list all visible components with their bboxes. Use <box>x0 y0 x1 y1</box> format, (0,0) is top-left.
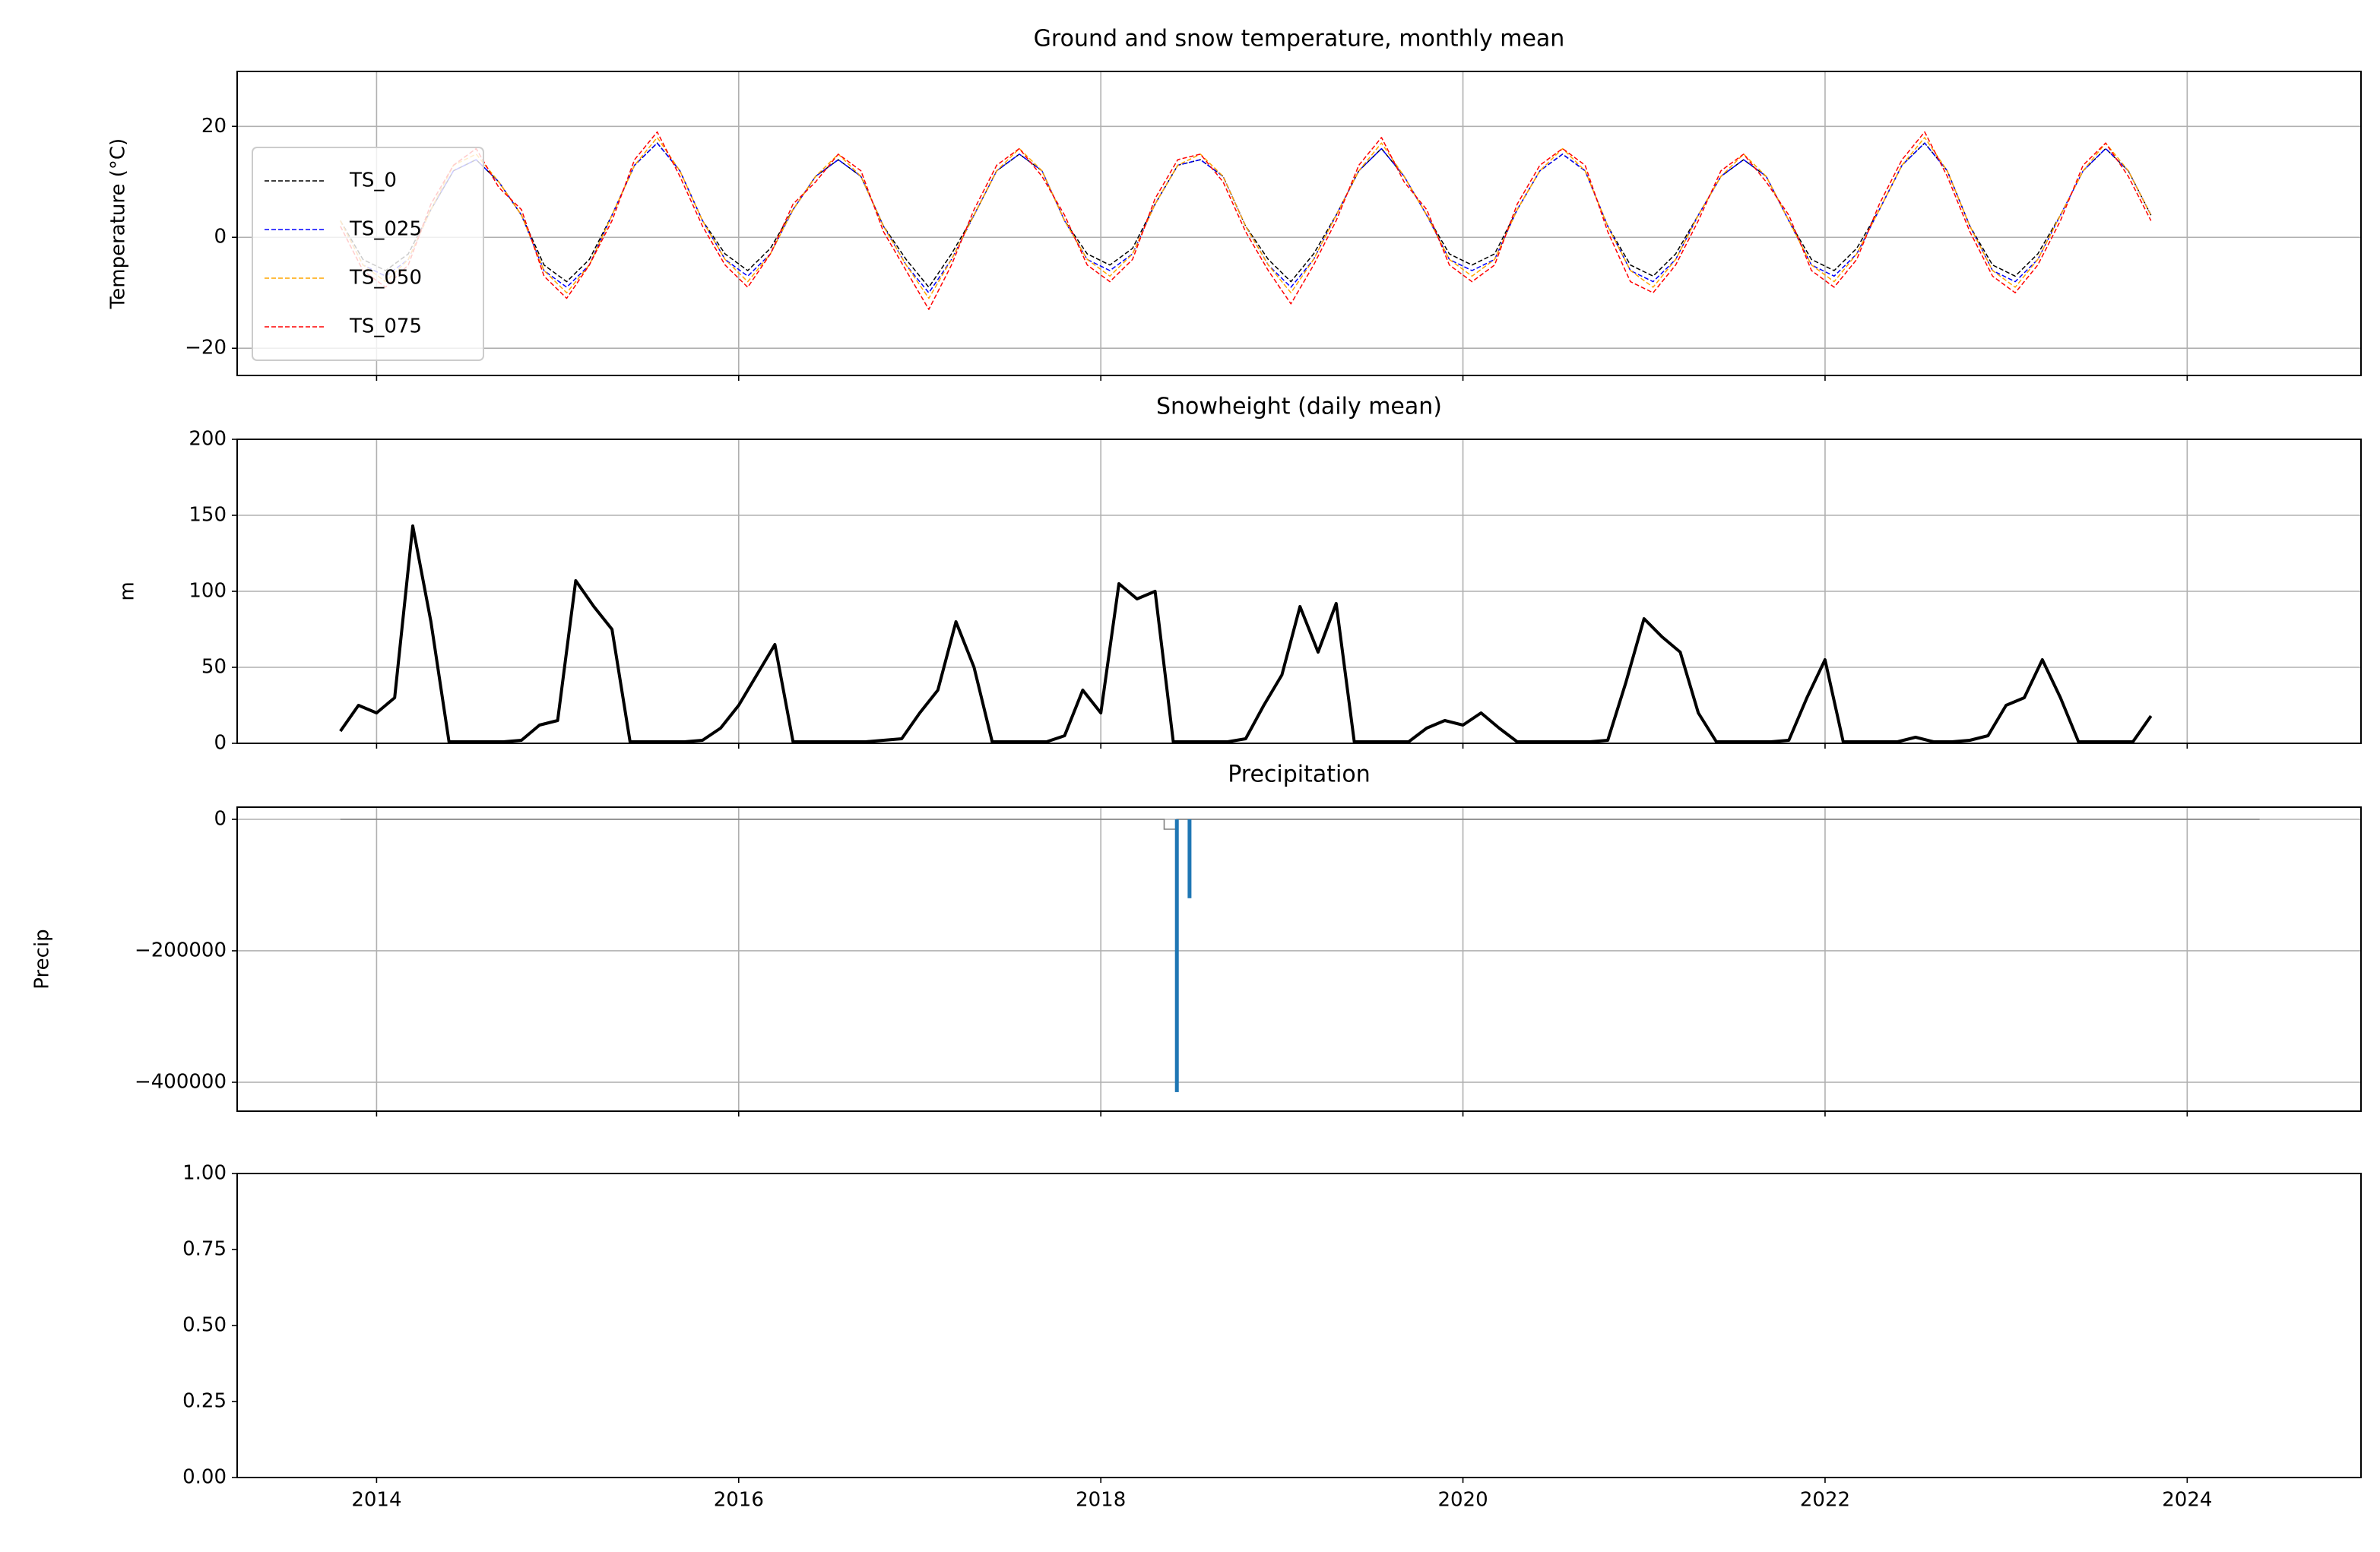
data-line <box>340 137 2152 299</box>
chart-title: Ground and snow temperature, monthly mea… <box>1034 26 1565 52</box>
y-tick-label: 0.75 <box>182 1238 227 1261</box>
x-tick-label: 2022 <box>1800 1489 1850 1512</box>
y-tick-label: 0.50 <box>182 1314 227 1337</box>
bar <box>1187 819 1192 898</box>
y-axis-label: m <box>116 581 139 600</box>
legend: TS_0 TS_025 TS_050 TS_075 <box>252 147 484 361</box>
legend-label: TS_050 <box>349 267 422 290</box>
axes-frame <box>236 806 2362 1112</box>
y-tick-label: −400000 <box>135 1070 227 1093</box>
y-tick-label: 0.00 <box>182 1466 227 1489</box>
baseline-line <box>340 819 2260 830</box>
y-tick-label: 50 <box>201 656 227 679</box>
legend-label: TS_025 <box>349 218 422 241</box>
bar <box>1174 819 1179 1092</box>
y-axis-label: Precip <box>31 929 54 989</box>
data-line <box>340 142 2152 293</box>
y-tick-label: −20 <box>185 337 227 359</box>
data-line <box>340 142 2152 288</box>
y-axis-label: Temperature (°C) <box>107 138 130 309</box>
axes-frame <box>236 439 2362 744</box>
y-tick-label: 0 <box>214 808 227 831</box>
y-tick-label: 1.00 <box>182 1162 227 1185</box>
legend-box <box>252 147 484 361</box>
y-tick-label: 0 <box>214 732 227 755</box>
x-tick-label: 2020 <box>1437 1489 1488 1512</box>
legend-label: TS_0 <box>349 169 397 192</box>
y-tick-label: 20 <box>201 115 227 138</box>
chart-title: Precipitation <box>1228 762 1371 788</box>
x-tick-label: 2024 <box>2162 1489 2212 1512</box>
y-tick-label: 150 <box>189 504 227 527</box>
axes-frame <box>236 1173 2362 1478</box>
y-tick-label: −200000 <box>135 939 227 961</box>
x-tick-label: 2016 <box>714 1489 764 1512</box>
data-line <box>339 524 2153 743</box>
chart-title: Snowheight (daily mean) <box>1156 394 1442 420</box>
y-tick-label: 100 <box>189 580 227 603</box>
y-tick-label: 0.25 <box>182 1390 227 1413</box>
legend-label: TS_075 <box>349 315 422 338</box>
x-tick-label: 2014 <box>351 1489 401 1512</box>
x-tick-label: 2018 <box>1076 1489 1126 1512</box>
y-tick-label: 200 <box>189 428 227 451</box>
axes-frame <box>236 71 2362 376</box>
y-tick-label: 0 <box>214 226 227 249</box>
data-line <box>340 131 2152 310</box>
